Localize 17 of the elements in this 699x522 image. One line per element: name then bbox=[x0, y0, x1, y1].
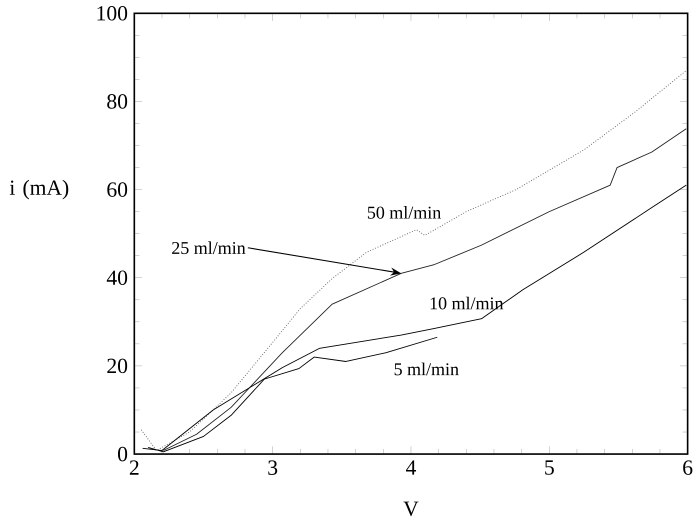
x-tick-label: 2 bbox=[130, 460, 139, 475]
y-tick-label: 0 bbox=[118, 446, 128, 462]
y-tick-label: 40 bbox=[106, 270, 128, 285]
annotation: 5 ml/min bbox=[394, 362, 459, 376]
x-tick-label: 5 bbox=[545, 460, 554, 475]
x-tick-label: 6 bbox=[683, 460, 692, 475]
annotation: 10 ml/min bbox=[430, 296, 504, 310]
y-tick-label: 80 bbox=[107, 94, 128, 109]
y-axis-title: i (mA) bbox=[10, 180, 68, 200]
y-tick-label: 60 bbox=[107, 182, 128, 197]
x-tick-label: 3 bbox=[268, 460, 278, 475]
x-tick-label: 4 bbox=[406, 460, 416, 475]
annotation: 25 ml/min bbox=[172, 241, 246, 254]
x-axis-title: V bbox=[403, 502, 419, 516]
y-tick-label: 100 bbox=[98, 6, 128, 20]
y-tick-label: 20 bbox=[107, 358, 128, 374]
annotation: 50 ml/min bbox=[368, 206, 441, 219]
